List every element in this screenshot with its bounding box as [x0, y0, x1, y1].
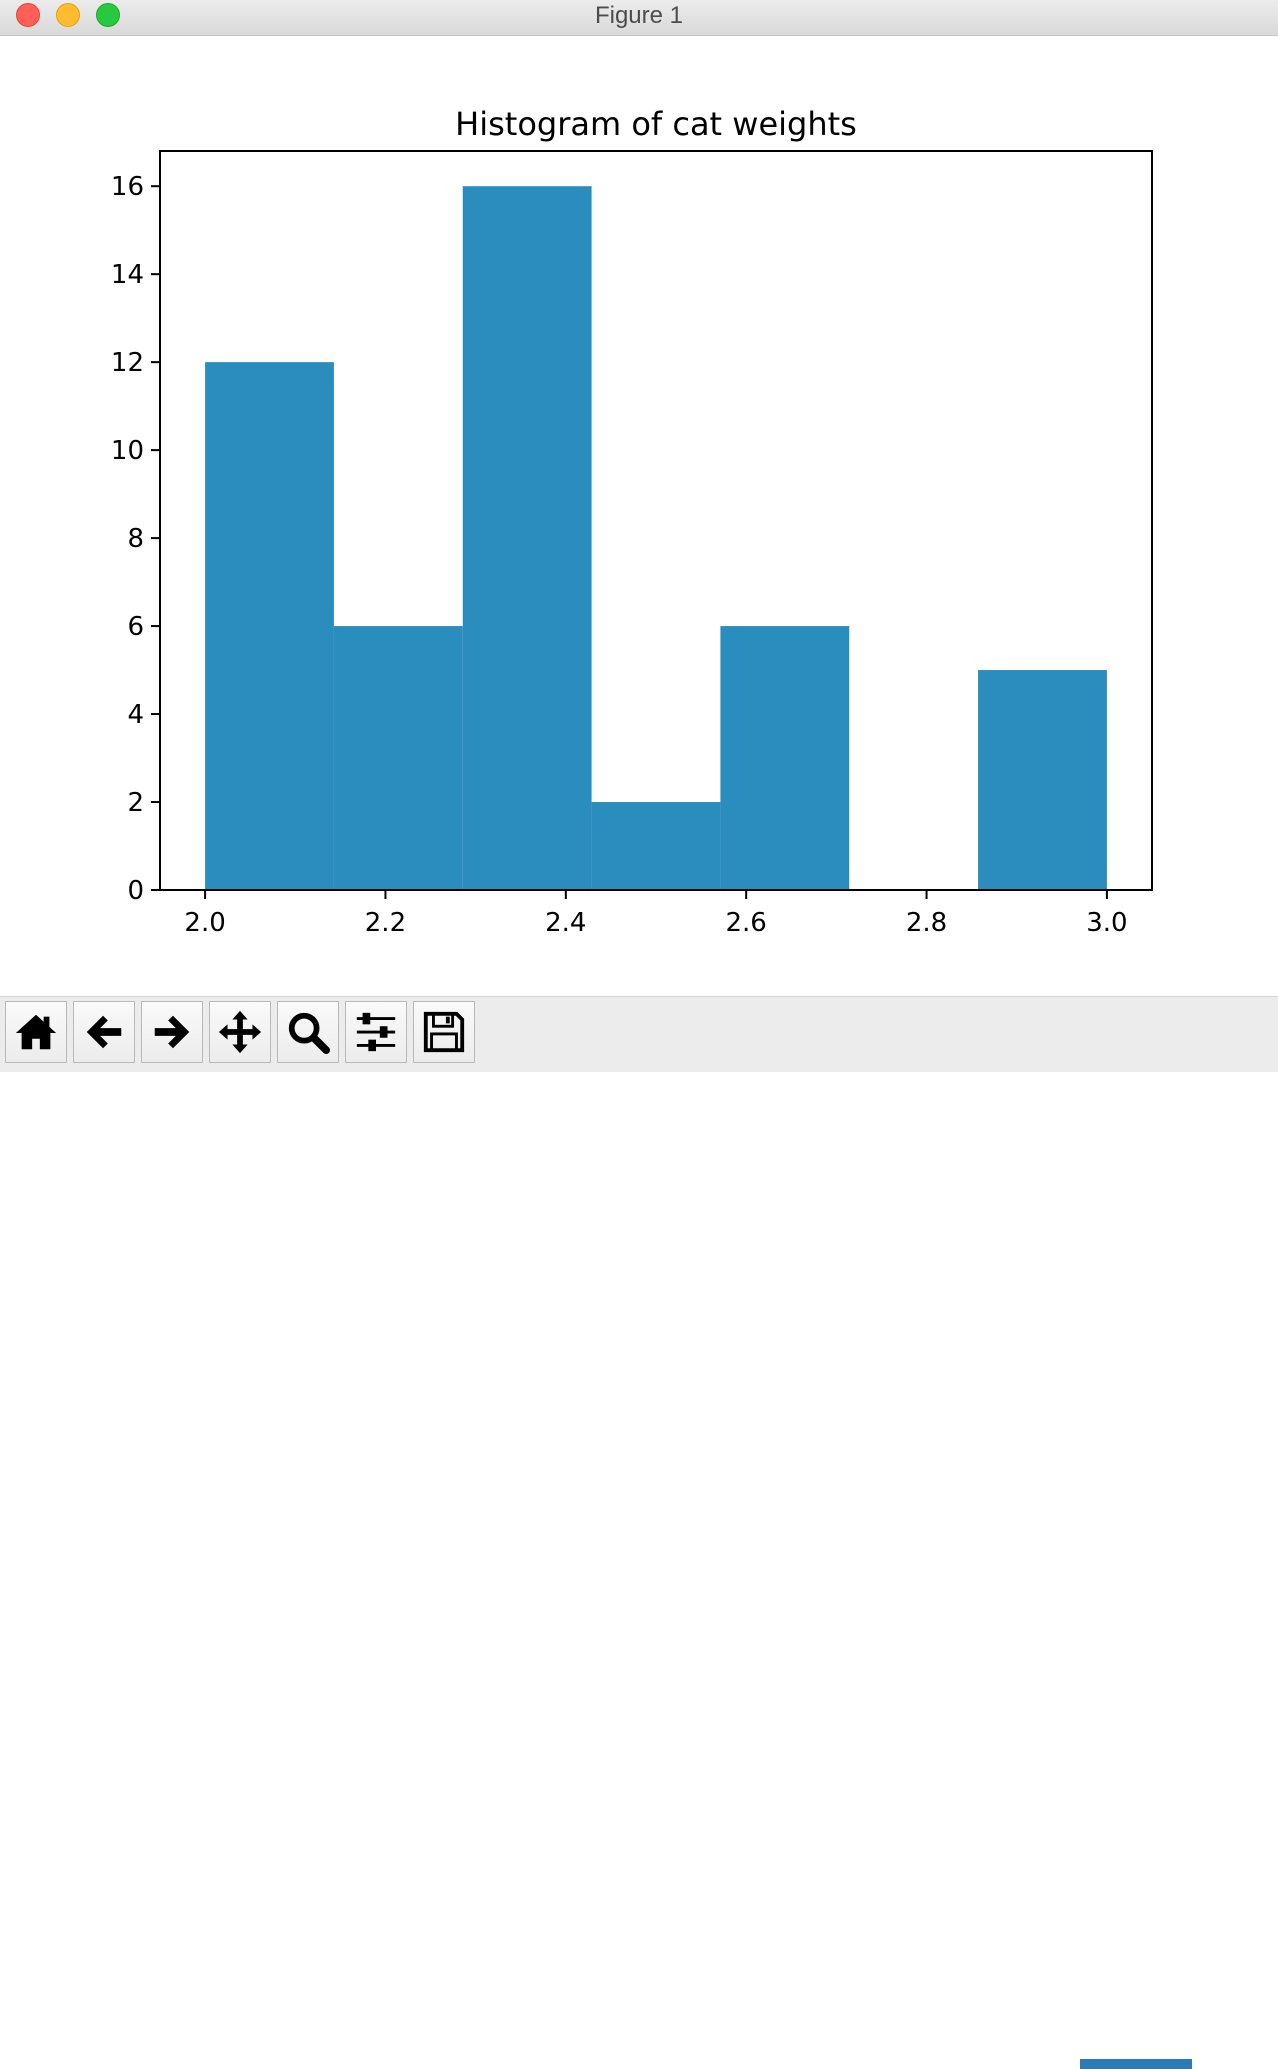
y-tick-label: 14 — [111, 260, 144, 290]
sliders-icon — [356, 1012, 396, 1052]
x-tick-label: 2.2 — [365, 908, 406, 938]
home-button[interactable] — [5, 1001, 67, 1063]
y-tick-label: 0 — [127, 876, 144, 906]
y-tick-label: 8 — [127, 524, 144, 554]
navigation-toolbar — [0, 996, 1278, 2069]
y-tick-label: 16 — [111, 172, 144, 202]
arrow-right-icon — [154, 1015, 190, 1049]
home-icon — [15, 1014, 57, 1050]
move-icon — [218, 1010, 262, 1054]
x-tick-label: 2.6 — [726, 908, 767, 938]
y-axis: 0 2 4 6 8 10 12 14 16 — [111, 172, 160, 906]
magnifier-icon — [288, 1012, 331, 1055]
minimize-window-button[interactable] — [56, 3, 80, 27]
bars-group — [205, 186, 1107, 891]
arrow-left-icon — [86, 1015, 122, 1049]
x-axis: 2.0 2.2 2.4 2.6 2.8 3.0 — [184, 890, 1128, 938]
x-tick-label: 3.0 — [1086, 908, 1127, 938]
floppy-disk-icon — [423, 1011, 465, 1053]
window-title: Figure 1 — [594, 2, 684, 29]
zoom-window-button[interactable] — [96, 3, 120, 27]
save-button[interactable] — [413, 1001, 475, 1063]
back-button[interactable] — [73, 1001, 135, 1063]
chart-title: Histogram of cat weights — [455, 105, 857, 143]
y-tick-label: 10 — [111, 436, 144, 466]
plot-frame — [159, 150, 1153, 891]
histogram-bar — [205, 362, 334, 891]
close-window-button[interactable] — [16, 3, 40, 27]
histogram-bar — [462, 186, 592, 890]
histogram-bar — [333, 626, 463, 890]
y-tick-label: 6 — [127, 612, 144, 642]
pan-button[interactable] — [209, 1001, 271, 1063]
histogram-chart: Histogram of cat weights 2.0 2.2 2.4 2.6 2.8… — [111, 105, 1153, 938]
y-tick-label: 12 — [111, 348, 144, 378]
window-titlebar: Figure 1 — [0, 0, 1278, 36]
forward-button[interactable] — [141, 1001, 203, 1063]
zoom-button[interactable] — [277, 1001, 339, 1063]
histogram-bar — [978, 670, 1107, 890]
configure-subplots-button[interactable] — [345, 1001, 407, 1063]
x-tick-label: 2.8 — [906, 908, 947, 938]
histogram-bar — [591, 802, 721, 890]
x-tick-label: 2.0 — [184, 908, 225, 938]
histogram-bar — [720, 626, 850, 890]
background-window-edge — [1080, 2059, 1278, 2069]
y-tick-label: 4 — [127, 700, 144, 730]
x-tick-label: 2.4 — [545, 908, 586, 938]
y-tick-label: 2 — [127, 788, 144, 818]
